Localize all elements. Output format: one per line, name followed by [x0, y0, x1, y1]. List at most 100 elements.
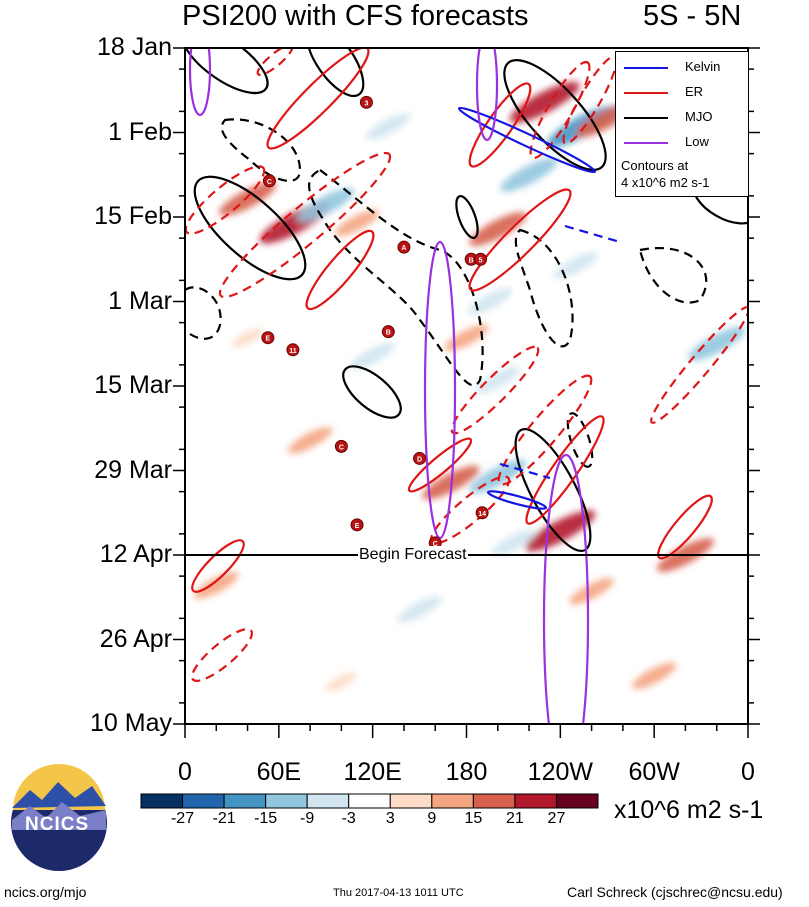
er-contour — [218, 151, 392, 299]
x-tick-label: 0 — [741, 758, 755, 786]
low-contour — [423, 240, 457, 540]
logo-text: NCICS — [25, 814, 90, 835]
colorbar-swatch — [265, 793, 308, 809]
er-contour — [468, 188, 572, 292]
colorbar-tick-label: 15 — [464, 810, 483, 827]
legend-label: Low — [685, 134, 709, 149]
storm-marker-icon — [474, 252, 488, 266]
storm-marker-icon — [413, 451, 427, 465]
er-contour — [305, 229, 375, 311]
anomaly-blob — [525, 510, 596, 552]
anomaly-blob — [366, 113, 411, 140]
legend: Kelvin ER MJO Low Contours at 4 x10^6 m2… — [615, 51, 749, 197]
x-tick-label: 180 — [445, 758, 488, 786]
storm-label: 3 — [364, 100, 368, 107]
legend-label: Kelvin — [685, 59, 721, 74]
storm-label: B — [469, 257, 474, 264]
storm-marker-icon — [286, 343, 300, 357]
y-tick-label: 15 Mar — [94, 371, 172, 399]
colorbar-swatch — [431, 793, 474, 809]
x-tick-label: 120E — [343, 758, 402, 786]
er-contour — [657, 494, 713, 560]
storm-label: D — [417, 456, 422, 463]
low-contour — [188, 48, 212, 117]
storm-marker-icon — [262, 174, 276, 188]
footer-link[interactable]: ncics.org/mjo — [4, 884, 87, 900]
x-tick-label: 60E — [256, 758, 302, 786]
colorbar-swatch — [223, 793, 267, 809]
mjo-contour — [308, 168, 484, 387]
colorbar — [140, 793, 599, 809]
y-tick-label: 15 Feb — [94, 202, 172, 230]
storm-label: C — [267, 179, 272, 186]
colorbar-swatch — [389, 793, 433, 809]
colorbar-swatch — [140, 793, 184, 809]
y-tick-label: 26 Apr — [99, 624, 172, 653]
kelvin-contour — [457, 106, 597, 174]
storm-label: C — [339, 444, 344, 451]
anomaly-blob — [469, 212, 527, 246]
colorbar-tick-label: -15 — [254, 810, 278, 827]
storm-label: 14 — [478, 511, 486, 518]
storm-marker-icon — [261, 331, 275, 345]
anomaly-blob — [632, 662, 677, 690]
storm-label: E — [266, 336, 271, 343]
storm-marker-icon — [359, 95, 373, 109]
storm-label: A — [401, 245, 406, 252]
mjo-contour — [185, 286, 222, 340]
colorbar-swatch — [555, 793, 599, 809]
x-tick-label: 0 — [178, 758, 192, 786]
legend-note: Contours at 4 x10^6 m2 s-1 — [621, 157, 709, 191]
legend-note-line: 4 x10^6 m2 s-1 — [621, 175, 710, 190]
anomaly-blob — [467, 288, 513, 315]
anomaly-blob — [219, 181, 277, 216]
mjo-contour — [185, 48, 269, 95]
mjo-contour — [455, 195, 479, 239]
anomaly-blob — [491, 529, 536, 557]
mjo-contour — [305, 48, 365, 98]
x-tick-label: 120W — [527, 758, 593, 786]
y-tick-label: 1 Mar — [108, 286, 172, 315]
colorbar-tick-label: 9 — [427, 810, 437, 827]
anomaly-blob — [688, 326, 746, 361]
anomaly-blob — [325, 672, 358, 692]
anomaly-blob — [444, 324, 489, 352]
footer-timestamp: Thu 2017-04-13 1011 UTC — [333, 887, 464, 899]
colorbar-tick-label: 3 — [385, 810, 395, 827]
y-tick-label: 29 Mar — [94, 455, 172, 484]
colorbar-swatch — [182, 793, 225, 809]
anomaly-blob — [569, 577, 614, 605]
colorbar-tick-label: -9 — [300, 810, 315, 827]
er-contour — [190, 628, 254, 682]
axis-ticks — [173, 47, 760, 738]
anomaly-blob — [475, 366, 520, 394]
mjo-contour — [220, 118, 302, 182]
colorbar-swatch — [472, 793, 516, 809]
mjo-contour — [342, 365, 402, 419]
colorbar-swatch — [306, 793, 350, 809]
anomaly-blob — [509, 81, 580, 123]
mjo-contour — [638, 247, 708, 304]
kelvin-contour — [499, 462, 551, 480]
storm-marker-icon — [397, 240, 411, 254]
er-contour — [191, 539, 245, 593]
legend-swatch — [624, 117, 668, 119]
er-contour — [185, 165, 266, 235]
x-tick-label: 60W — [628, 758, 680, 786]
er-contour — [525, 415, 605, 525]
y-tick-label: 18 Jan — [96, 33, 172, 61]
kelvin-contour — [486, 490, 548, 510]
er-contour — [650, 306, 748, 424]
colorbar-tick-label: -21 — [212, 810, 236, 827]
legend-swatch — [624, 67, 668, 69]
storm-label: 5 — [479, 257, 483, 264]
legend-label: ER — [685, 84, 704, 99]
legend-swatch — [624, 142, 668, 144]
anomaly-blob — [350, 342, 395, 370]
storm-label: B — [386, 330, 391, 337]
anomaly-blob — [231, 328, 264, 348]
legend-label: MJO — [685, 109, 713, 124]
anomaly-blob — [497, 629, 530, 650]
anomaly-blob — [553, 251, 599, 279]
